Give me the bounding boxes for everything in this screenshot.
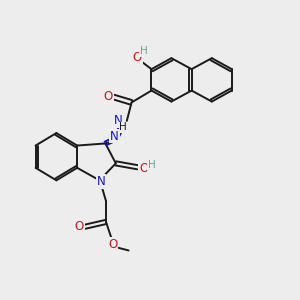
Text: O: O	[140, 162, 149, 175]
Text: H: H	[140, 46, 148, 56]
Text: O: O	[104, 90, 113, 103]
Text: N: N	[110, 130, 119, 142]
Text: N: N	[114, 114, 123, 128]
Text: O: O	[108, 238, 117, 251]
Text: H: H	[119, 122, 127, 132]
Text: N: N	[97, 175, 105, 188]
Text: O: O	[133, 51, 142, 64]
Text: H: H	[148, 160, 155, 170]
Text: O: O	[75, 220, 84, 232]
